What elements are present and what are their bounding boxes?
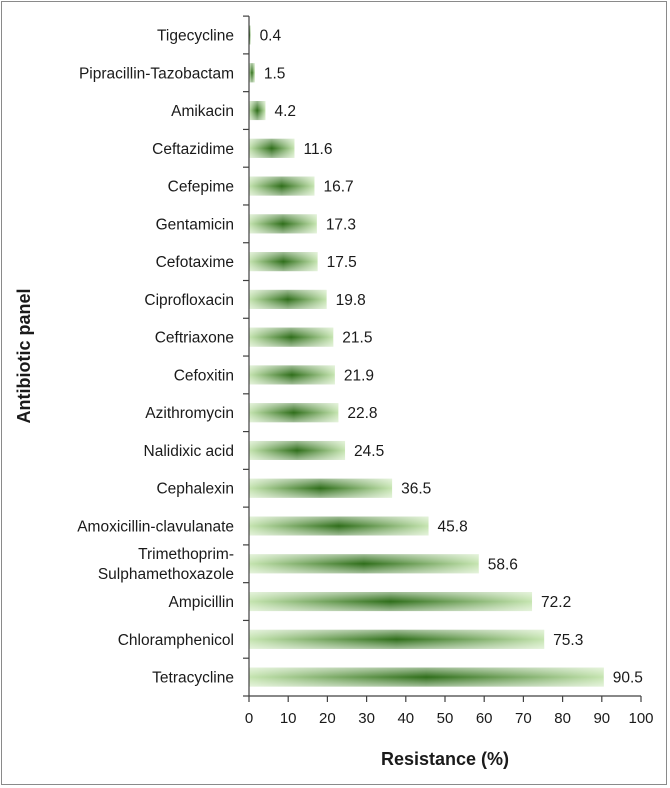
category-label-16: Chloramphenicol [118, 632, 234, 649]
value-label-3: 11.6 [303, 141, 332, 158]
bar-shade-7 [249, 289, 327, 309]
value-label-10: 22.8 [347, 405, 377, 422]
category-label-14: Trimethoprim-Sulphamethoxazole [98, 546, 234, 583]
value-label-0: 0.4 [260, 28, 282, 45]
category-label-1: Pipracillin-Tazobactam [79, 65, 234, 82]
x-tick-label-2: 20 [319, 710, 336, 727]
value-labels-group: 0.4 1.5 4.2 11.6 16.7 17.3 17.5 19.8 21.5 21.9 22.… [260, 28, 643, 687]
category-label-5: Gentamicin [156, 216, 234, 233]
x-tick-label-3: 30 [358, 710, 375, 727]
bar-shade-16 [249, 629, 545, 649]
value-label-7: 19.8 [336, 292, 366, 309]
bar-shade-9 [249, 365, 335, 385]
value-label-6: 17.5 [327, 254, 357, 271]
value-label-8: 21.5 [342, 330, 372, 347]
y-axis-title: Antibiotic panel [14, 289, 34, 424]
bar-shade-8 [249, 327, 334, 347]
bar-shade-3 [249, 138, 295, 158]
axes-group: 0 10 20 30 40 50 60 70 80 90 100 [243, 15, 654, 727]
category-label-4: Cefepime [168, 179, 234, 196]
bar-shade-4 [249, 176, 315, 196]
bar-shade-10 [249, 403, 339, 423]
x-tick-label-8: 80 [554, 710, 571, 727]
category-label-6: Cefotaxime [156, 254, 234, 271]
x-tick-label-9: 90 [593, 710, 610, 727]
bar-shade-17 [249, 667, 604, 687]
x-tick-label-5: 50 [437, 710, 454, 727]
value-label-13: 45.8 [438, 519, 468, 536]
value-label-9: 21.9 [344, 367, 374, 384]
value-label-4: 16.7 [323, 179, 353, 196]
bar-shade-15 [249, 592, 533, 612]
bar-shade-1 [249, 63, 255, 83]
category-label-0: Tigecycline [157, 28, 234, 45]
x-tick-label-0: 0 [245, 710, 253, 727]
category-label-2: Amikacin [171, 103, 234, 120]
category-label-12: Cephalexin [156, 481, 234, 498]
category-labels-group: Tigecycline Pipracillin-Tazobactam Amikaci… [77, 28, 234, 687]
category-label-13: Amoxicillin-clavulanate [77, 519, 234, 536]
category-label-3: Ceftazidime [152, 141, 234, 158]
value-label-17: 90.5 [613, 670, 643, 687]
bar-shade-14 [249, 554, 479, 574]
bars-group [249, 25, 604, 687]
category-label-8: Ceftriaxone [155, 330, 234, 347]
bar-shade-2 [249, 101, 266, 121]
bar-shade-11 [249, 440, 346, 460]
value-label-16: 75.3 [553, 632, 583, 649]
value-label-1: 1.5 [264, 65, 286, 82]
value-label-15: 72.2 [541, 594, 571, 611]
value-label-2: 4.2 [274, 103, 296, 120]
value-label-14: 58.6 [488, 556, 518, 573]
category-label-11: Nalidixic acid [144, 443, 234, 460]
bar-shade-12 [249, 478, 393, 498]
bar-shade-6 [249, 252, 318, 272]
x-tick-label-4: 40 [397, 710, 414, 727]
category-label-7: Ciprofloxacin [144, 292, 234, 309]
category-label-15: Ampicillin [169, 594, 234, 611]
x-tick-label-10: 100 [628, 710, 653, 727]
value-label-11: 24.5 [354, 443, 384, 460]
x-tick-label-1: 10 [280, 710, 297, 727]
value-label-12: 36.5 [401, 481, 431, 498]
x-tick-label-7: 70 [515, 710, 532, 727]
category-label-10: Azithromycin [145, 405, 234, 422]
x-tick-label-6: 60 [476, 710, 493, 727]
bar-shade-13 [249, 516, 429, 536]
bar-shade-0 [249, 25, 251, 45]
value-label-5: 17.3 [326, 216, 356, 233]
category-label-17: Tetracycline [152, 670, 234, 687]
x-axis-title: Resistance (%) [381, 749, 509, 769]
bar-shade-5 [249, 214, 317, 234]
category-label-9: Cefoxitin [174, 367, 234, 384]
